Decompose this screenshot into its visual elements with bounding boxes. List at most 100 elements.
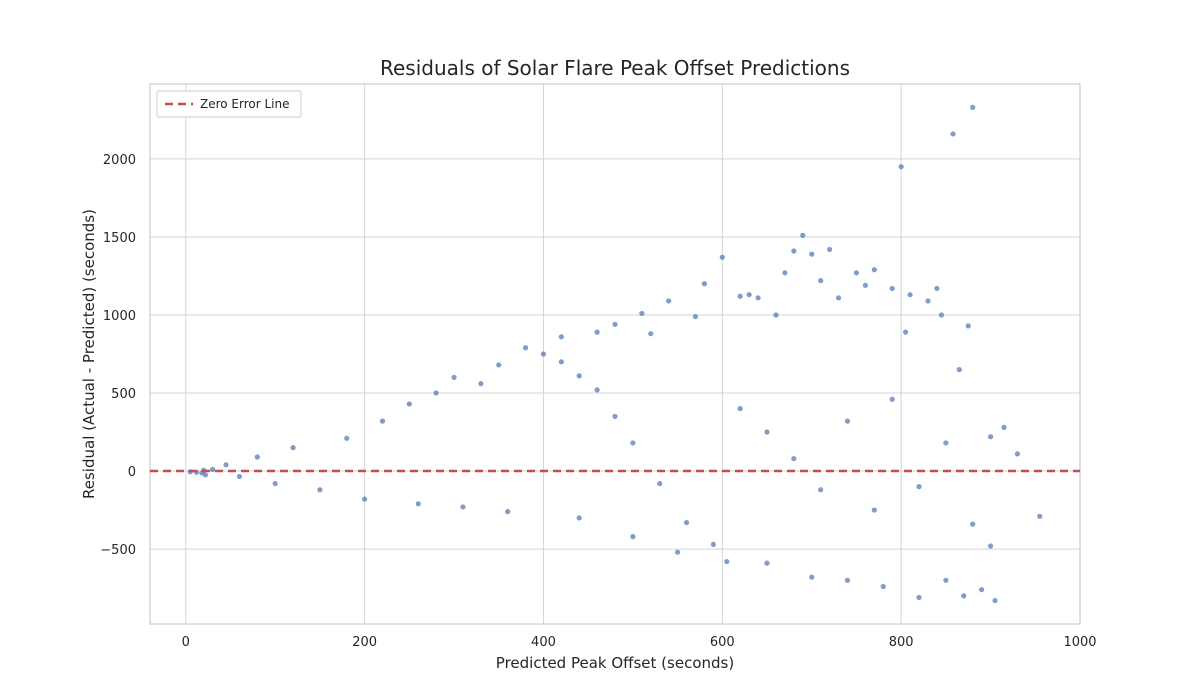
data-point [1001, 424, 1007, 430]
data-point [737, 406, 743, 412]
data-point [666, 298, 672, 304]
data-point [701, 281, 708, 287]
plot-frame [149, 83, 1081, 625]
data-point [362, 496, 368, 502]
data-point [844, 577, 851, 583]
data-point [683, 519, 690, 526]
x-tick-label: 200 [352, 635, 377, 650]
data-point [558, 359, 564, 365]
y-tick-label: 0 [128, 465, 136, 480]
y-tick-label: 2000 [103, 153, 136, 168]
data-point [916, 484, 922, 490]
x-tick-label: 800 [889, 635, 914, 650]
data-point [657, 480, 663, 487]
data-point [451, 374, 457, 381]
data-point [764, 429, 770, 435]
data-point [755, 295, 761, 301]
legend-box [156, 90, 302, 118]
data-point [496, 362, 502, 368]
chart-title: Residuals of Solar Flare Peak Offset Pre… [380, 56, 850, 80]
data-point [970, 104, 976, 111]
data-point [639, 310, 645, 317]
data-point [827, 246, 833, 253]
data-point [853, 270, 860, 276]
legend: Zero Error Line [156, 90, 302, 118]
legend-label: Zero Error Line [200, 97, 290, 111]
data-point [943, 440, 949, 446]
x-tick-label: 600 [710, 635, 735, 650]
data-point [737, 293, 743, 299]
data-point [880, 583, 886, 590]
y-tick-labels: −500 0 500 1000 1500 2000 [100, 153, 136, 558]
data-point [612, 321, 618, 327]
data-point [818, 278, 824, 284]
data-point [478, 381, 484, 387]
data-point [934, 285, 940, 292]
y-tick-label: 1000 [103, 309, 136, 324]
data-point [907, 292, 913, 298]
data-point [943, 577, 949, 583]
data-point [710, 541, 716, 548]
data-point [415, 501, 421, 507]
data-point [594, 387, 600, 393]
data-point [576, 373, 582, 379]
data-point [809, 574, 815, 580]
data-point [925, 298, 931, 304]
data-point [800, 232, 806, 238]
y-tick-label: 500 [111, 387, 136, 402]
data-point [746, 292, 752, 298]
data-point [433, 390, 439, 396]
data-point [344, 435, 350, 441]
x-tick-labels: 0 200 400 600 800 1000 [182, 635, 1097, 650]
data-point [835, 295, 842, 301]
y-tick-label: −500 [100, 543, 136, 558]
data-point [317, 487, 323, 493]
data-point [938, 312, 944, 318]
data-point [724, 558, 730, 565]
data-point [961, 593, 967, 599]
data-point [254, 454, 260, 460]
data-point [970, 521, 976, 527]
data-point [764, 560, 770, 566]
data-point [818, 487, 824, 493]
data-point [594, 329, 600, 335]
data-point [773, 312, 779, 318]
y-axis-label: Residual (Actual - Predicted) (seconds) [80, 209, 98, 499]
data-point [791, 248, 797, 254]
data-point [916, 594, 922, 601]
x-tick-label: 400 [531, 635, 556, 650]
data-point [674, 549, 681, 555]
data-point [987, 434, 994, 440]
data-point [871, 267, 877, 273]
data-point [719, 254, 725, 260]
data-point [782, 270, 788, 276]
data-point [630, 534, 636, 540]
data-point [987, 543, 994, 549]
data-point [1037, 513, 1043, 519]
data-point [223, 462, 229, 468]
data-point [379, 418, 386, 424]
data-point [648, 331, 654, 337]
data-point [992, 597, 998, 604]
data-point [791, 455, 797, 462]
data-point [889, 396, 895, 402]
data-point [889, 285, 895, 292]
data-point [965, 323, 971, 329]
data-point [576, 515, 582, 521]
data-point [903, 329, 909, 335]
data-point [540, 351, 547, 357]
data-point [630, 440, 636, 446]
data-point [272, 480, 278, 487]
data-point [862, 282, 868, 288]
data-point [612, 413, 618, 420]
data-point [202, 472, 209, 478]
data-point [809, 251, 815, 257]
data-point [558, 334, 564, 340]
data-point [209, 466, 216, 473]
data-point [898, 164, 904, 170]
grid [150, 84, 1081, 624]
x-axis-label: Predicted Peak Offset (seconds) [496, 654, 734, 672]
data-point [460, 504, 466, 510]
data-point [979, 587, 985, 593]
